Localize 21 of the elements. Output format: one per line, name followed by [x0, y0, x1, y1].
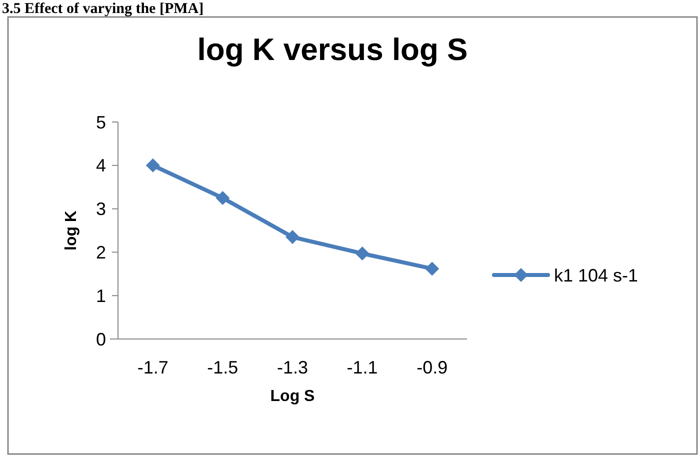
x-tick-label: -0.9 [416, 357, 448, 378]
point [355, 246, 370, 260]
point [216, 190, 230, 205]
y-tick-label: 4 [96, 156, 106, 176]
x-axis-title: Log S [270, 388, 316, 405]
y-tick-label: 0 [96, 329, 106, 350]
y-tick-label: 3 [96, 199, 106, 220]
point [286, 230, 300, 244]
x-tick-label: -1.7 [137, 357, 168, 378]
chart-title: log K versus log S [197, 32, 468, 67]
y-tick-label: 5 [96, 112, 106, 132]
x-tick-label: -1.3 [276, 357, 308, 378]
y-axis-title: log K [63, 210, 80, 250]
legend-label: k1 104 s-1 [554, 265, 638, 286]
x-tick-label: -1.1 [346, 357, 378, 378]
y-tick-label: 2 [96, 242, 106, 262]
text: 3.5 Effect of varying the [PMA] [2, 1, 204, 17]
point [146, 158, 160, 172]
point [425, 262, 440, 276]
y-tick-label: 1 [96, 286, 106, 306]
x-tick-label: -1.5 [207, 357, 238, 378]
